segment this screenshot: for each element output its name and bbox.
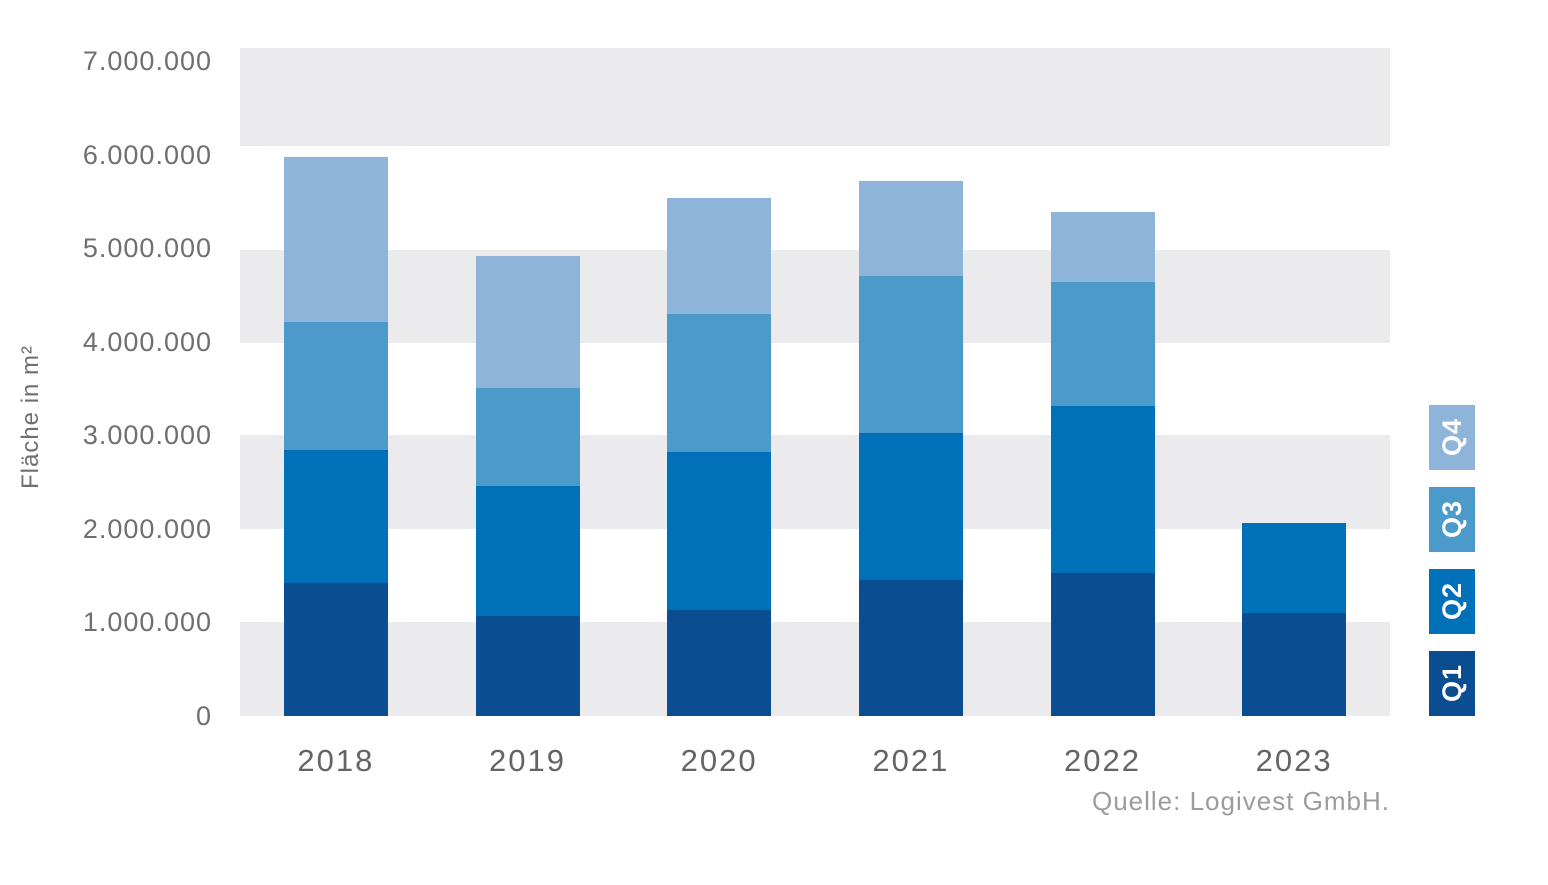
- bar-segment-2020-q3: [667, 313, 772, 453]
- bar-segment-2019-q4: [475, 255, 580, 388]
- bar-segment-2018-q1: [283, 583, 388, 716]
- y-tick-label: 2.000.000: [82, 513, 212, 544]
- grid-band: [240, 622, 1390, 716]
- y-tick-label: 7.000.000: [82, 46, 212, 77]
- source-caption: Quelle: Logivest GmbH.: [1091, 786, 1390, 816]
- grid-band: [240, 48, 1390, 146]
- y-tick-label: 3.000.000: [82, 420, 212, 451]
- bar-segment-2018-q3: [283, 322, 388, 451]
- y-axis-title-text: Fläche in m²: [17, 344, 44, 490]
- bar-segment-2019-q1: [475, 615, 580, 716]
- grid-band: [240, 250, 1390, 344]
- y-tick-label: 4.000.000: [82, 326, 212, 357]
- legend-item-q1: Q1: [1429, 651, 1475, 716]
- bar-segment-2022-q1: [1050, 572, 1155, 716]
- bar-segment-2023-q1: [1242, 613, 1347, 716]
- legend-label: Q3: [1436, 500, 1467, 539]
- bar-segment-2019-q2: [475, 485, 580, 616]
- grid-band: [240, 435, 1390, 530]
- x-tick-label-2020: 2020: [680, 743, 758, 778]
- bar-segment-2023-q2: [1242, 523, 1347, 614]
- plot-area: [240, 48, 1390, 716]
- legend-label: Q2: [1436, 582, 1467, 621]
- legend-item-q2: Q2: [1429, 569, 1475, 634]
- x-tick-label-2022: 2022: [1064, 743, 1141, 778]
- x-tick-label-2021: 2021: [872, 743, 950, 778]
- bar-segment-2018-q2: [283, 450, 388, 584]
- bar-segment-2022-q2: [1050, 406, 1155, 573]
- bar-segment-2022-q4: [1050, 211, 1155, 282]
- bar-segment-2022-q3: [1050, 281, 1155, 407]
- legend-item-q3: Q3: [1429, 487, 1475, 552]
- legend-item-q4: Q4: [1429, 405, 1475, 470]
- legend-label: Q4: [1436, 418, 1467, 457]
- bar-segment-2021-q3: [858, 276, 963, 433]
- bar-segment-2021-q1: [858, 580, 963, 716]
- y-tick-label: 6.000.000: [82, 139, 212, 170]
- legend-label: Q1: [1436, 664, 1467, 703]
- bar-segment-2021-q4: [858, 180, 963, 277]
- bar-segment-2021-q2: [858, 432, 963, 581]
- x-tick-label-2018: 2018: [297, 743, 375, 778]
- x-tick-label-2023: 2023: [1255, 743, 1333, 778]
- bar-segment-2020-q1: [667, 610, 772, 716]
- bar-segment-2020-q2: [667, 452, 772, 611]
- y-tick-label: 0: [195, 701, 212, 731]
- bar-segment-2020-q4: [667, 197, 772, 314]
- bar-segment-2018-q4: [283, 156, 388, 323]
- bar-segment-2019-q3: [475, 387, 580, 486]
- legend: Q4 Q3 Q2 Q1: [1429, 405, 1475, 733]
- x-tick-label-2019: 2019: [489, 743, 566, 778]
- y-tick-label: 5.000.000: [82, 233, 212, 264]
- y-tick-label: 1.000.000: [82, 607, 212, 638]
